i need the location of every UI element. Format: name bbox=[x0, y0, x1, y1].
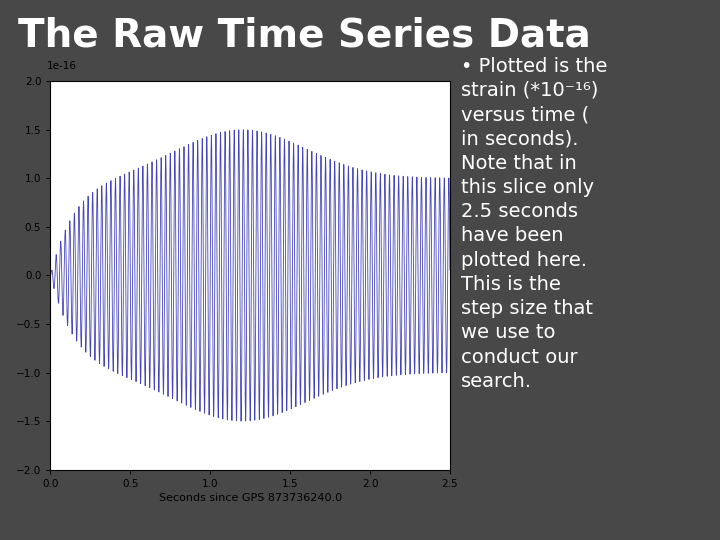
X-axis label: Seconds since GPS 873736240.0: Seconds since GPS 873736240.0 bbox=[158, 493, 342, 503]
Text: The Raw Time Series Data: The Raw Time Series Data bbox=[18, 16, 590, 54]
Text: • Plotted is the
strain (*10⁻¹⁶)
versus time (
in seconds).
Note that in
this sl: • Plotted is the strain (*10⁻¹⁶) versus … bbox=[461, 57, 607, 391]
Text: 1e-16: 1e-16 bbox=[46, 61, 76, 71]
